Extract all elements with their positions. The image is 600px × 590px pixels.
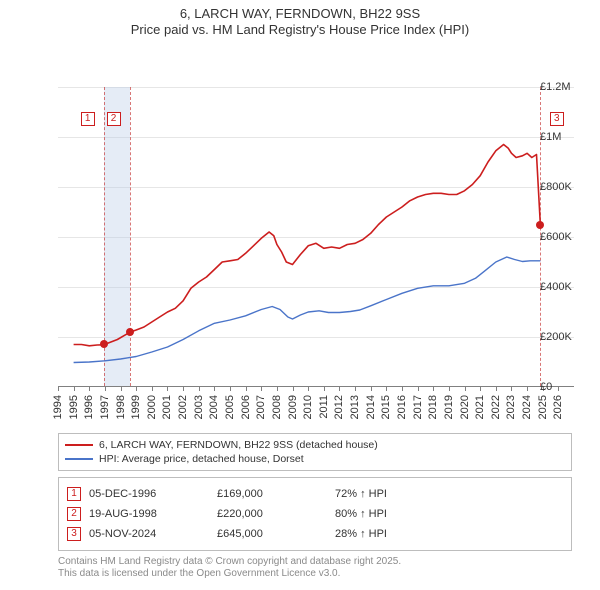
legend: 6, LARCH WAY, FERNDOWN, BH22 9SS (detach…: [58, 433, 572, 471]
sale-dot: [100, 340, 108, 348]
sales-row-marker: 1: [67, 487, 81, 501]
x-tick-label: 2017: [412, 395, 424, 419]
series-svg: [58, 87, 574, 387]
sale-dot: [536, 221, 544, 229]
x-tick-label: 2019: [443, 395, 455, 419]
y-tick-label: £800K: [540, 181, 596, 193]
x-tick-label: 2023: [505, 395, 517, 419]
sales-row-price: £645,000: [217, 528, 327, 540]
sale-annotation-box: 1: [81, 112, 95, 126]
y-tick-label: £200K: [540, 331, 596, 343]
x-tick-label: 1996: [83, 395, 95, 419]
x-tick-label: 2009: [287, 395, 299, 419]
x-tick-label: 2004: [208, 395, 220, 419]
attribution: Contains HM Land Registry data © Crown c…: [58, 556, 572, 581]
x-tick-label: 1994: [52, 395, 64, 419]
legend-swatch: [65, 458, 93, 460]
sales-row-delta: 28% ↑ HPI: [335, 528, 563, 540]
price-paid-line: [74, 144, 541, 345]
x-tick-label: 2012: [333, 395, 345, 419]
x-tick-label: 2024: [521, 395, 533, 419]
x-tick-label: 2016: [396, 395, 408, 419]
y-tick-label: £1M: [540, 131, 596, 143]
sales-row-date: 19-AUG-1998: [89, 508, 209, 520]
x-tick-label: 1999: [130, 395, 142, 419]
legend-label: 6, LARCH WAY, FERNDOWN, BH22 9SS (detach…: [99, 439, 378, 451]
y-tick-label: £400K: [540, 281, 596, 293]
legend-item: HPI: Average price, detached house, Dors…: [65, 452, 565, 466]
title-subtitle: Price paid vs. HM Land Registry's House …: [0, 22, 600, 38]
sales-row: 3 05-NOV-2024 £645,000 28% ↑ HPI: [67, 524, 563, 544]
sales-row-date: 05-DEC-1996: [89, 488, 209, 500]
x-tick-label: 1998: [115, 395, 127, 419]
y-tick-label: £1.2M: [540, 81, 596, 93]
plot-area: 12 3: [58, 87, 574, 387]
x-tick-label: 2011: [318, 395, 330, 419]
sales-row-marker: 3: [67, 527, 81, 541]
legend-swatch: [65, 444, 93, 446]
x-tick-label: 2003: [193, 395, 205, 419]
title-address: 6, LARCH WAY, FERNDOWN, BH22 9SS: [0, 6, 600, 22]
x-tick-label: 2026: [552, 395, 564, 419]
sales-row-price: £169,000: [217, 488, 327, 500]
attribution-line: This data is licensed under the Open Gov…: [58, 568, 572, 581]
chart-area: 12 3 £0 £200K £400K £600K £800K £1M £1.2M 1994 199…: [0, 39, 600, 429]
legend-label: HPI: Average price, detached house, Dors…: [99, 453, 304, 465]
sales-table: 1 05-DEC-1996 £169,000 72% ↑ HPI 2 19-AUG-199…: [58, 477, 572, 551]
sales-row-marker: 2: [67, 507, 81, 521]
hpi-line: [74, 257, 541, 363]
legend-item: 6, LARCH WAY, FERNDOWN, BH22 9SS (detach…: [65, 438, 565, 452]
x-tick-label: 2010: [302, 395, 314, 419]
x-tick-label: 2020: [459, 395, 471, 419]
sales-row-delta: 80% ↑ HPI: [335, 508, 563, 520]
attribution-line: Contains HM Land Registry data © Crown c…: [58, 556, 572, 569]
x-tick-label: 2021: [474, 395, 486, 419]
x-tick-label: 2000: [146, 395, 158, 419]
x-tick-label: 2013: [349, 395, 361, 419]
x-tick-label: 2008: [271, 395, 283, 419]
title-block: 6, LARCH WAY, FERNDOWN, BH22 9SS Price p…: [0, 0, 600, 39]
x-tick-label: 2025: [537, 395, 549, 419]
y-tick-label: £0: [540, 381, 596, 393]
sales-row-delta: 72% ↑ HPI: [335, 488, 563, 500]
x-tick-label: 2001: [161, 395, 173, 419]
x-tick-label: 2018: [427, 395, 439, 419]
sales-row: 1 05-DEC-1996 £169,000 72% ↑ HPI: [67, 484, 563, 504]
sales-row-date: 05-NOV-2024: [89, 528, 209, 540]
sale-annotation-box: 2: [107, 112, 121, 126]
x-tick-label: 2015: [380, 395, 392, 419]
x-tick-label: 2006: [240, 395, 252, 419]
x-tick-label: 1995: [68, 395, 80, 419]
x-tick-label: 2022: [490, 395, 502, 419]
x-tick-label: 1997: [99, 395, 111, 419]
x-tick-label: 2014: [365, 395, 377, 419]
sales-row-price: £220,000: [217, 508, 327, 520]
x-tick-label: 2005: [224, 395, 236, 419]
sale-dot: [126, 328, 134, 336]
y-tick-label: £600K: [540, 231, 596, 243]
sale-annotation-box: 3: [550, 112, 564, 126]
sales-row: 2 19-AUG-1998 £220,000 80% ↑ HPI: [67, 504, 563, 524]
x-tick-label: 2002: [177, 395, 189, 419]
x-tick-label: 2007: [255, 395, 267, 419]
chart-container: 6, LARCH WAY, FERNDOWN, BH22 9SS Price p…: [0, 0, 600, 590]
